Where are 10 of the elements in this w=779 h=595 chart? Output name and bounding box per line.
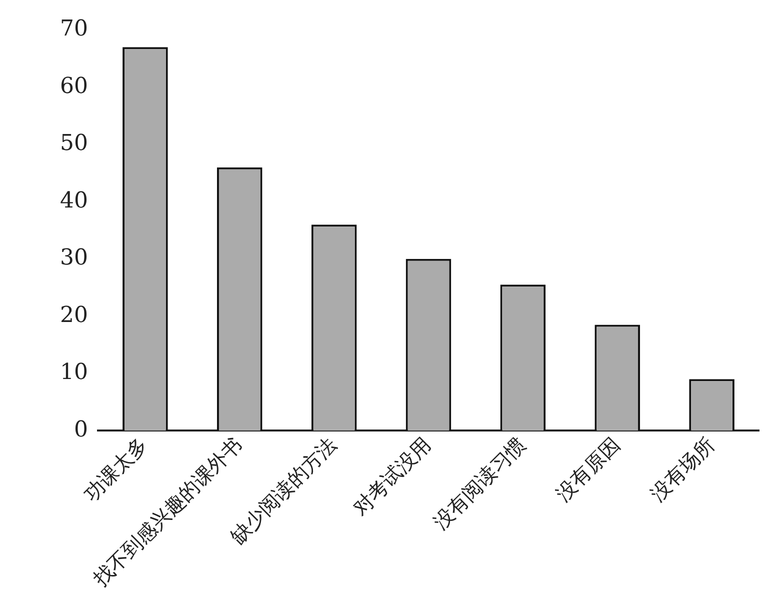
y-tick-label: 0	[74, 417, 88, 442]
y-tick-label: 20	[60, 302, 88, 328]
x-tick-label: 没有原因	[551, 432, 625, 506]
y-tick-label: 60	[60, 74, 88, 99]
y-tick-label: 10	[60, 360, 88, 386]
x-tick-label: 没有场所	[645, 432, 719, 506]
y-tick-label: 40	[60, 188, 88, 214]
y-tick-label: 70	[60, 16, 88, 42]
y-tick-label: 30	[60, 246, 88, 271]
y-tick-label: 50	[60, 131, 88, 156]
